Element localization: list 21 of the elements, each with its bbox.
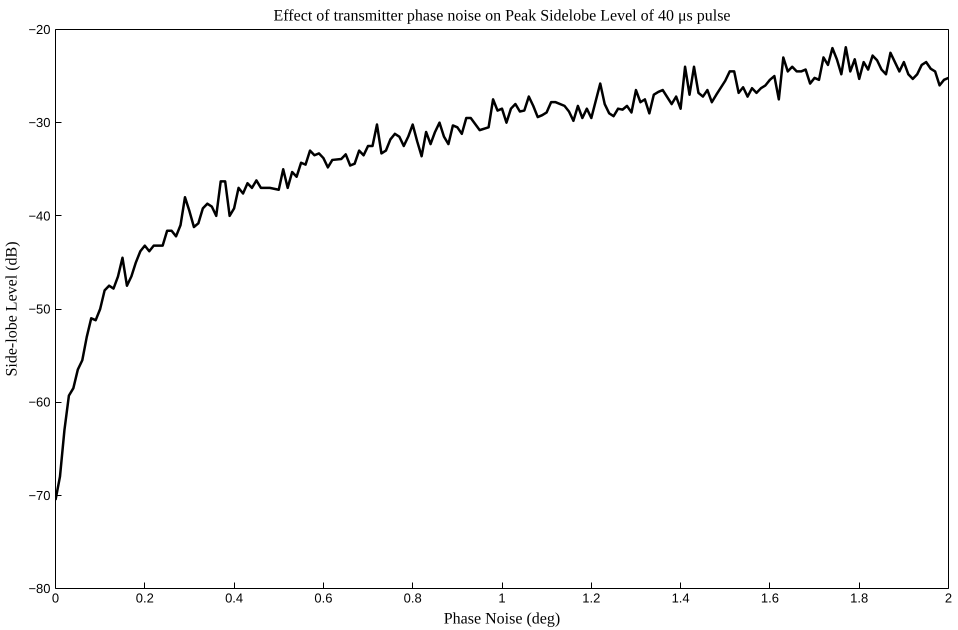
x-tick-label: 0.6 <box>314 590 332 606</box>
y-tick-label: −30 <box>28 115 51 130</box>
y-tick-label: −50 <box>28 302 51 316</box>
x-tick-label: 1.8 <box>850 590 868 606</box>
x-tick-label: 1 <box>498 590 506 606</box>
y-tick-label: −60 <box>28 394 51 410</box>
x-tick-label: 1.2 <box>582 590 600 606</box>
y-axis-title: Side-lobe Level (dB) <box>3 241 20 377</box>
x-tick-label: 0.2 <box>136 590 154 606</box>
x-tick-label: 0.8 <box>404 590 422 606</box>
y-tick-label: −80 <box>28 581 51 596</box>
chart-title: Effect of transmitter phase noise on Peak Sidelobe Level of 40 μs pulse <box>273 8 731 24</box>
x-tick-label: 0.4 <box>225 590 244 606</box>
y-tick-label: −70 <box>28 488 51 503</box>
y-tick-label: −20 <box>28 22 51 37</box>
y-tick-label: −40 <box>28 208 51 224</box>
x-tick-label: 2 <box>944 590 952 606</box>
x-tick-label: 0 <box>52 590 60 606</box>
x-tick-label: 1.4 <box>672 590 690 606</box>
x-axis-title: Phase Noise (deg) <box>444 610 560 628</box>
x-tick-label: 1.6 <box>760 590 779 606</box>
